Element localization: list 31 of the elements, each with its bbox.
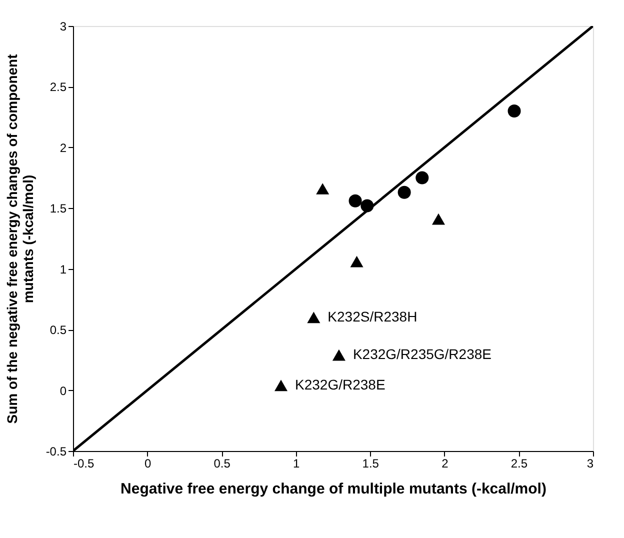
y-tick-label: 1 <box>60 262 67 276</box>
point <box>350 256 364 268</box>
x-tick-label: 1 <box>293 456 300 470</box>
point <box>398 186 411 199</box>
point <box>416 171 429 184</box>
x-tick-label: 2 <box>442 456 449 470</box>
point <box>332 349 346 361</box>
annotation: K232S/R238H <box>328 308 418 324</box>
x-tick-label: 3 <box>586 456 594 470</box>
point <box>508 104 521 118</box>
y-tick-label: -0.5 <box>46 444 67 458</box>
x-tick-label: 2.5 <box>510 456 528 470</box>
x-tick-label: 1.5 <box>362 456 380 470</box>
x-tick-label: 0 <box>144 456 152 470</box>
x-axis-title: Negative free energy change of multiple mutants (-kcal/mol) <box>120 480 546 498</box>
x-tick-label: -0.5 <box>74 456 95 470</box>
y-tick-label: 0 <box>60 384 67 398</box>
point <box>432 213 446 225</box>
y-tick-label: 2 <box>60 140 67 155</box>
y-axis-title: Sum of the negative free energy changes of component mutants (-kcal/mol) <box>4 54 36 424</box>
annotation: K232G/R235G/R238E <box>352 346 492 362</box>
point <box>274 380 288 392</box>
y-tick-label: 2.5 <box>50 80 67 94</box>
y-tick-label: 3 <box>60 20 67 34</box>
x-tick-label: 0.5 <box>214 456 231 470</box>
annotation: K232G/R238E <box>295 376 386 392</box>
point <box>316 183 330 194</box>
y-tick-label: 1.5 <box>50 202 67 216</box>
point <box>348 194 362 208</box>
point <box>307 312 320 324</box>
y-tick-label: 0.5 <box>50 323 67 338</box>
